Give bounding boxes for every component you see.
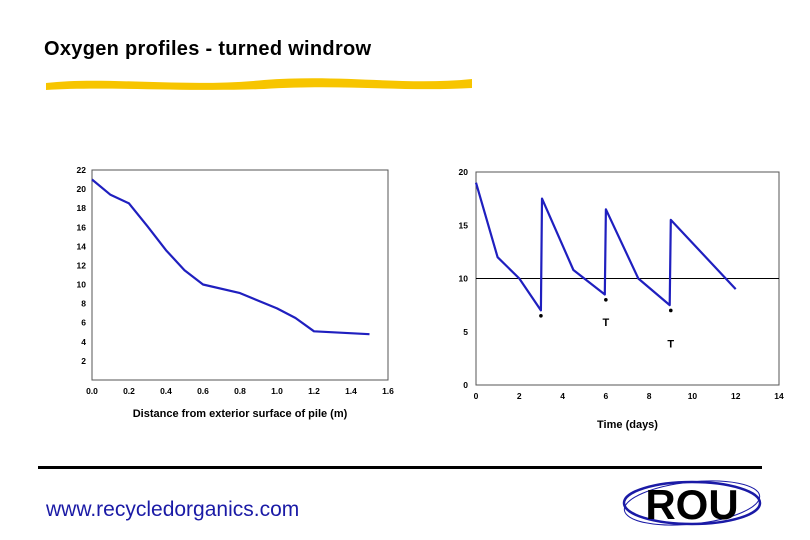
y-tick-label: 4 (81, 337, 86, 347)
x-tick-label: 4 (560, 391, 565, 401)
x-tick-label: 0.2 (123, 386, 135, 396)
x-tick-label: 0.8 (234, 386, 246, 396)
distance-oxygen-chart: 0.0 0.2 0.4 0.6 0.8 1.0 1.2 1.4 1.6 2 4 6 8 10 12 14 16 1… (77, 165, 395, 420)
page-title: Oxygen profiles - turned windrow (44, 38, 372, 60)
x-tick-label: 8 (647, 391, 652, 401)
rou-logo: ROU (622, 480, 762, 528)
website-link[interactable]: www.recycledorganics.com (46, 498, 300, 521)
y-tick-label: 22 (77, 165, 87, 175)
x-tick-label: 0.4 (160, 386, 172, 396)
y-tick-label: 20 (77, 184, 87, 194)
turn-marker-label: T (667, 338, 674, 350)
y-tick-label: 5 (463, 327, 468, 337)
x-tick-label: 1.6 (382, 386, 394, 396)
series-line (474, 182, 737, 312)
charts-canvas: 0.0 0.2 0.4 0.6 0.8 1.0 1.2 1.4 1.6 2 4 6 8 10 12 14 16 1… (77, 165, 784, 431)
x-tick-label: 12 (731, 391, 741, 401)
time-oxygen-chart: 0 2 4 6 8 10 12 14 0 5 10 15 20 T T Time (days) (459, 167, 784, 431)
x-axis-label: Time (days) (597, 419, 658, 431)
title-highlight-brushstroke (46, 78, 472, 90)
y-tick-label: 16 (77, 222, 87, 232)
turn-marker-label: T (602, 317, 609, 329)
y-tick-label: 12 (77, 260, 87, 270)
turn-marker-point (604, 298, 608, 302)
y-tick-label: 14 (77, 241, 87, 251)
y-tick-label: 8 (81, 299, 86, 309)
y-tick-label: 15 (459, 220, 469, 230)
y-tick-label: 6 (81, 318, 86, 328)
y-tick-label: 2 (81, 356, 86, 366)
x-tick-label: 1.4 (345, 386, 357, 396)
plot-frame (91, 169, 389, 381)
logo-text: ROU (645, 481, 738, 528)
turn-marker-point (539, 313, 543, 318)
y-tick-label: 10 (459, 274, 469, 284)
x-axis-label: Distance from exterior surface of pile (… (133, 408, 348, 420)
x-tick-label: 1.0 (271, 386, 283, 396)
x-tick-label: 6 (603, 391, 608, 401)
x-tick-label: 1.2 (308, 386, 320, 396)
x-tick-label: 0.6 (197, 386, 209, 396)
y-tick-label: 0 (463, 380, 468, 390)
x-tick-label: 10 (688, 391, 698, 401)
footer-divider (38, 466, 762, 469)
y-tick-label: 20 (459, 167, 469, 177)
x-tick-label: 14 (774, 391, 784, 401)
x-tick-label: 2 (517, 391, 522, 401)
x-tick-label: 0 (474, 391, 479, 401)
x-tick-label: 0.0 (86, 386, 98, 396)
y-tick-label: 18 (77, 203, 87, 213)
series-line (91, 178, 370, 336)
turn-marker-point (668, 308, 673, 313)
y-tick-label: 10 (77, 280, 87, 290)
